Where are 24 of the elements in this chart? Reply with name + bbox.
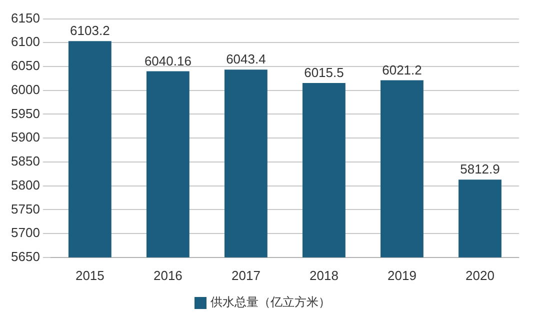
- data-label: 6103.2: [70, 23, 110, 38]
- data-label: 6040.16: [144, 53, 192, 68]
- y-tick-label: 6150: [11, 10, 40, 26]
- x-tick-label: 2016: [153, 268, 182, 283]
- y-tick-label: 5750: [11, 201, 40, 216]
- x-tick-label: 2020: [466, 268, 494, 283]
- y-tick-label: 6000: [11, 82, 40, 97]
- x-tick-label: 2015: [75, 268, 104, 283]
- x-tick-label: 2019: [388, 268, 416, 283]
- y-tick-label: 5800: [11, 177, 40, 192]
- legend-label: 供水总量（亿立方米）: [210, 295, 330, 310]
- data-label: 6021.2: [382, 62, 422, 78]
- y-tick-label: 5900: [11, 130, 40, 145]
- y-tick-label: 5700: [11, 225, 40, 240]
- data-label: 5812.9: [460, 162, 500, 177]
- y-tick-label: 5650: [11, 248, 40, 264]
- data-label: 6015.5: [304, 65, 344, 80]
- y-tick-label: 5950: [11, 106, 40, 121]
- x-tick-label: 2017: [231, 268, 260, 283]
- y-tick-label: 6100: [11, 34, 40, 50]
- y-tick-label: 5850: [11, 154, 40, 169]
- data-label: 6043.4: [226, 52, 266, 67]
- x-tick-label: 2018: [310, 268, 338, 283]
- y-tick-label: 6050: [11, 58, 40, 74]
